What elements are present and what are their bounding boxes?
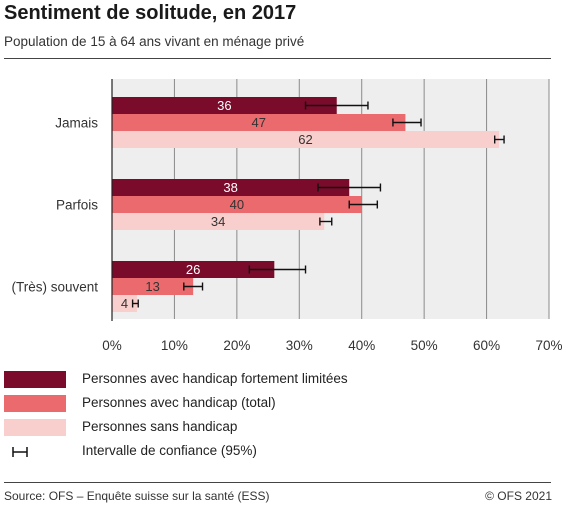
source-note: Source: OFS – Enquête suisse sur la sant… <box>4 489 270 503</box>
legend-swatch-total <box>4 395 66 412</box>
bar-value-label: 4 <box>121 296 128 311</box>
legend-swatch-strong <box>4 371 66 388</box>
bar-value-label: 34 <box>211 214 225 229</box>
legend: Personnes avec handicap fortement limité… <box>4 368 544 464</box>
copyright-note: © OFS 2021 <box>485 489 552 503</box>
x-tick-label: 50% <box>411 338 438 353</box>
bottom-rule <box>4 482 551 483</box>
legend-item-total: Personnes avec handicap (total) <box>4 392 544 416</box>
x-tick-label: 70% <box>535 338 562 353</box>
bar <box>112 261 275 278</box>
bar-chart: 0% 10% 20% 30% 40% 50% 60% 70% Jamais 36 47 62 Parfo… <box>11 79 563 353</box>
x-tick-label: 20% <box>223 338 250 353</box>
top-rule <box>4 58 551 59</box>
legend-label-ci: Intervalle de confiance (95%) <box>82 443 257 458</box>
x-tick-label: 10% <box>161 338 188 353</box>
category-label: Jamais <box>55 116 98 131</box>
chart-title: Sentiment de solitude, en 2017 <box>4 2 297 24</box>
legend-item-strong: Personnes avec handicap fortement limité… <box>4 368 544 392</box>
bar-value-label: 47 <box>251 115 265 130</box>
bar <box>112 114 406 131</box>
x-tick-label: 40% <box>348 338 375 353</box>
legend-label-strong: Personnes avec handicap fortement limité… <box>82 371 348 386</box>
legend-swatch-none <box>4 419 66 436</box>
legend-label-none: Personnes sans handicap <box>82 419 238 434</box>
bar-value-label: 36 <box>217 98 231 113</box>
category-label: Parfois <box>56 198 98 213</box>
bar <box>112 213 325 230</box>
legend-label-total: Personnes avec handicap (total) <box>82 395 276 410</box>
bar-value-label: 40 <box>230 197 244 212</box>
bar <box>112 295 137 312</box>
bar <box>112 278 194 295</box>
legend-item-ci: Intervalle de confiance (95%) <box>4 440 544 464</box>
bar <box>112 179 350 196</box>
x-tick-label: 60% <box>473 338 500 353</box>
bar-value-label: 38 <box>223 180 237 195</box>
bar <box>112 97 337 114</box>
bar <box>112 131 500 148</box>
chart-subtitle: Population de 15 à 64 ans vivant en ména… <box>4 34 305 49</box>
legend-item-none: Personnes sans handicap <box>4 416 544 440</box>
confidence-interval-icon <box>12 447 28 457</box>
x-tick-label: 30% <box>286 338 313 353</box>
bar-value-label: 26 <box>186 262 200 277</box>
category-label: (Très) souvent <box>11 280 98 295</box>
bar <box>112 196 362 213</box>
x-tick-label: 0% <box>102 338 122 353</box>
bar-value-label: 13 <box>145 279 159 294</box>
bar-value-label: 62 <box>298 132 312 147</box>
